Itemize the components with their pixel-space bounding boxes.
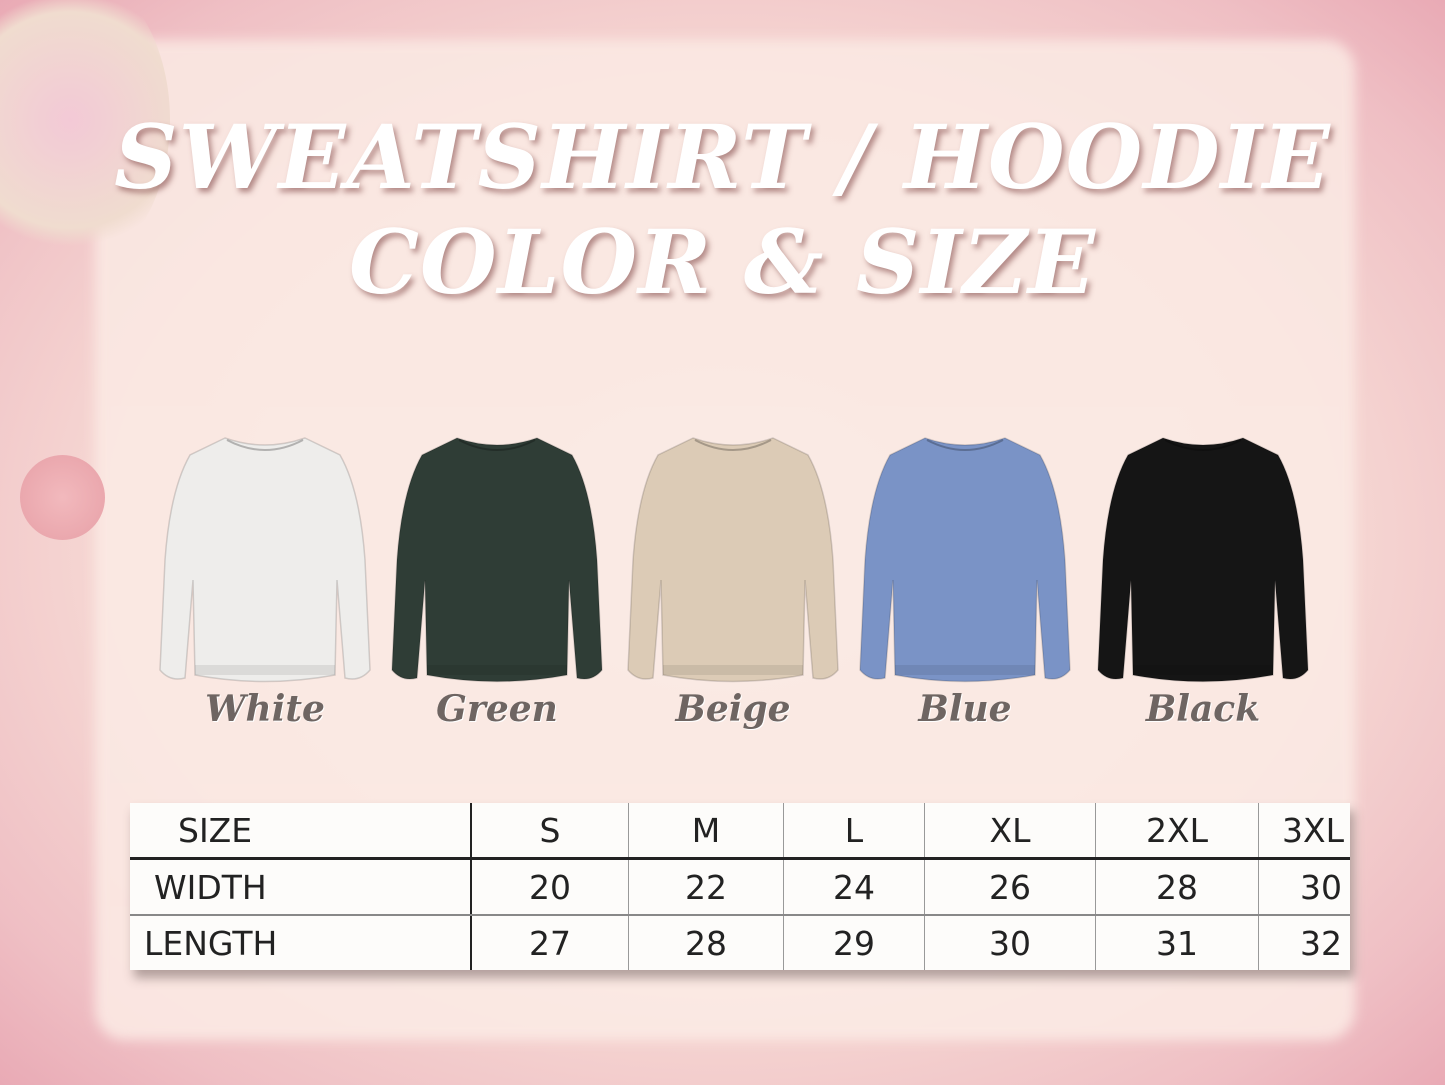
title-line-2: COLOR & SIZE [348,210,1097,314]
table-header-cell: XL [924,803,1096,860]
table-header-cell: 2XL [1095,803,1259,860]
table-cell: LENGTH [144,923,278,963]
button-decoration [20,455,105,540]
table-cell: 28 [628,915,784,970]
table-cell: 31 [1095,915,1259,970]
color-label: Black [1145,688,1261,730]
table-header-cell: L [783,803,925,860]
table-cell: 30 [1258,858,1350,916]
color-label: Blue [918,688,1012,730]
table-header-row: SIZE S M L XL 2XL 3XL [130,803,1350,860]
table-header-cell: 3XL [1258,803,1350,860]
sweatshirt-blue [855,430,1075,695]
table-header-cell: M [628,803,784,860]
table-cell: 29 [783,915,925,970]
table-row: LENGTH 27 28 29 30 31 32 [130,915,1350,970]
sweatshirt-beige [623,430,843,695]
table-cell: 32 [1258,915,1350,970]
color-label: Green [436,688,558,730]
color-label: White [205,688,325,730]
size-table: SIZE S M L XL 2XL 3XL WIDTH 20 22 24 26 … [130,803,1350,970]
table-row: WIDTH 20 22 24 26 28 30 [130,858,1350,916]
title-line-1: SWEATSHIRT / HOODIE [114,105,1331,209]
table-cell: 22 [628,858,784,916]
sweatshirt-green [387,430,607,695]
table-cell: 27 [470,915,629,970]
sweatshirt-white [155,430,375,695]
table-header-cell: SIZE [130,803,471,860]
table-cell: 28 [1095,858,1259,916]
table-cell: WIDTH [130,858,471,916]
table-cell: 26 [924,858,1096,916]
table-header-cell: S [470,803,629,860]
table-cell: 30 [924,915,1096,970]
color-label: Beige [675,688,791,730]
table-cell: 24 [783,858,925,916]
sweatshirt-black [1093,430,1313,695]
table-cell: 20 [470,858,629,916]
